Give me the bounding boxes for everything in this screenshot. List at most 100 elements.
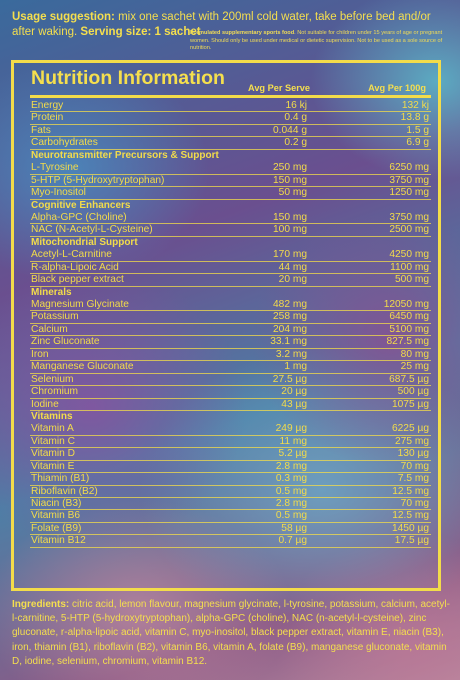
value-per-100g: 3750 mg (389, 174, 429, 186)
value-per-100g: 13.8 g (400, 112, 429, 124)
value-per-100g: 80 mg (400, 348, 429, 360)
value-per-100g: 132 kj (401, 100, 429, 111)
value-per-100g: 70 mg (400, 498, 429, 509)
value-per-serve: 3.2 mg (275, 348, 307, 360)
nutrient-row: Chromium 20 µg 500 µg (30, 386, 431, 399)
value-per-100g: 1.5 g (406, 124, 429, 136)
ingredients-text: citric acid, lemon flavour, magnesium gl… (12, 599, 450, 667)
value-per-100g: 2500 mg (389, 224, 429, 236)
section-heading: Minerals (31, 286, 72, 298)
nutrient-row: R-alpha-Lipoic Acid 44 mg 1100 mg (30, 261, 431, 275)
value-per-serve: 27.5 µg (272, 373, 307, 385)
nutrient-name: Iodine (31, 398, 59, 410)
value-per-serve: 43 µg (281, 398, 307, 410)
nutrient-row: Iodine 43 µg 1075 µg (30, 399, 431, 411)
nutrient-row: Black pepper extract 20 mg 500 mg (30, 274, 431, 287)
value-per-serve: 0.5 mg (275, 485, 307, 497)
value-per-serve: 0.5 mg (275, 510, 307, 522)
column-header-100g: Avg Per 100g (368, 83, 426, 93)
ingredients-label: Ingredients: (12, 599, 70, 610)
value-per-100g: 500 mg (395, 274, 429, 286)
value-per-serve: 250 mg (273, 162, 307, 174)
value-per-serve: 20 µg (281, 386, 307, 398)
value-per-serve: 170 mg (273, 249, 307, 261)
value-per-serve: 16 kj (285, 100, 307, 111)
nutrient-name: Energy (31, 100, 64, 111)
nutrient-name: Thiamin (B1) (31, 473, 90, 485)
nutrient-row: Manganese Gluconate 1 mg 25 mg (30, 361, 431, 374)
section-heading: Cognitive Enhancers (31, 199, 131, 211)
nutrient-row: Selenium 27.5 µg 687.5 µg (30, 373, 431, 387)
panel-title: Nutrition Information (31, 67, 225, 89)
value-per-100g: 500 µg (397, 386, 429, 398)
value-per-serve: 482 mg (273, 299, 307, 310)
nutrient-row: Thiamin (B1) 0.3 mg 7.5 mg (30, 473, 431, 486)
disclaimer-text: . Not suitable for children under 15 yea… (190, 30, 443, 52)
usage-label: Usage suggestion: (12, 11, 115, 23)
nutrient-row: Vitamin A 249 µg 6225 µg (30, 423, 431, 436)
value-per-serve: 2.8 mg (275, 460, 307, 472)
value-per-100g: 1100 mg (390, 261, 429, 273)
disclaimer-bold: Formulated supplementary sports food (190, 30, 295, 36)
nutrient-name: Zinc Gluconate (31, 336, 100, 348)
nutrient-row: Energy 16 kj 132 kj (30, 100, 431, 113)
nutrient-name: Folate (B9) (31, 522, 82, 534)
value-per-serve: 50 mg (278, 187, 307, 199)
nutrient-name: Vitamin B12 (31, 535, 86, 547)
value-per-100g: 1450 µg (391, 522, 429, 534)
value-per-100g: 1250 mg (389, 187, 429, 199)
nutrient-row: Vitamin E 2.8 mg 70 mg (30, 460, 431, 474)
disclaimer: Formulated supplementary sports food. No… (190, 30, 452, 53)
value-per-100g: 6250 mg (389, 162, 429, 174)
nutrient-row: 5-HTP (5-Hydroxytryptophan) 150 mg 3750 mg (30, 174, 431, 188)
nutrient-row: Riboflavin (B2) 0.5 mg 12.5 mg (30, 486, 431, 498)
value-per-100g: 5100 mg (389, 323, 429, 335)
value-per-100g: 687.5 µg (389, 373, 429, 385)
nutrient-row: Iron 3.2 mg 80 mg (30, 348, 431, 362)
nutrient-row: Vitamin D 5.2 µg 130 µg (30, 448, 431, 461)
nutrition-rows: Energy 16 kj 132 kj Protein 0.4 g 13.8 g Fats 0… (30, 100, 431, 548)
nutrient-row: L-Tyrosine 250 mg 6250 mg (30, 162, 431, 175)
value-per-serve: 33.1 mg (270, 336, 307, 348)
nutrient-name: Black pepper extract (31, 274, 124, 286)
value-per-serve: 44 mg (278, 261, 307, 273)
serving-size: Serving size: 1 sachet (80, 26, 201, 38)
value-per-serve: 1 mg (284, 361, 307, 373)
value-per-serve: 249 µg (275, 423, 307, 435)
nutrient-name: NAC (N-Acetyl-L-Cysteine) (31, 224, 153, 236)
value-per-serve: 204 mg (273, 323, 307, 335)
nutrient-row: Vitamin B6 0.5 mg 12.5 mg (30, 510, 431, 523)
nutrient-name: 5-HTP (5-Hydroxytryptophan) (31, 174, 165, 186)
nutrient-row: Zinc Gluconate 33.1 mg 827.5 mg (30, 336, 431, 349)
value-per-serve: 58 µg (281, 522, 307, 534)
column-header-serve: Avg Per Serve (248, 83, 310, 93)
value-per-100g: 275 mg (395, 435, 429, 447)
value-per-100g: 827.5 mg (386, 336, 429, 348)
value-per-serve: 0.2 g (284, 137, 307, 149)
value-per-100g: 6.9 g (406, 137, 429, 149)
nutrient-name: Calcium (31, 323, 68, 335)
value-per-serve: 150 mg (273, 211, 307, 223)
ingredients: Ingredients: citric acid, lemon flavour,… (12, 598, 452, 669)
nutrient-name: Vitamin A (31, 423, 74, 435)
value-per-100g: 12.5 mg (392, 485, 429, 497)
nutrient-name: Potassium (31, 311, 79, 323)
nutrient-row: Alpha-GPC (Choline) 150 mg 3750 mg (30, 211, 431, 225)
value-per-100g: 4250 mg (389, 249, 429, 261)
value-per-100g: 7.5 mg (397, 473, 429, 485)
nutrient-name: Magnesium Glycinate (31, 299, 129, 310)
value-per-serve: 100 mg (273, 224, 307, 236)
nutrient-name: Selenium (31, 373, 74, 385)
nutrition-panel: Nutrition Information Avg Per Serve Avg … (11, 60, 441, 591)
nutrient-name: Chromium (31, 386, 78, 398)
nutrient-name: Vitamin E (31, 460, 75, 472)
value-per-serve: 5.2 µg (278, 448, 307, 460)
nutrient-row: Vitamin B12 0.7 µg 17.5 µg (30, 535, 431, 548)
nutrient-name: R-alpha-Lipoic Acid (31, 261, 119, 273)
nutrient-row: Protein 0.4 g 13.8 g (30, 112, 431, 125)
nutrient-name: Carbohydrates (31, 137, 98, 149)
nutrient-name: Manganese Gluconate (31, 361, 134, 373)
value-per-100g: 25 mg (400, 361, 429, 373)
value-per-serve: 0.3 mg (275, 473, 307, 485)
nutrient-name: Vitamin C (31, 435, 75, 447)
